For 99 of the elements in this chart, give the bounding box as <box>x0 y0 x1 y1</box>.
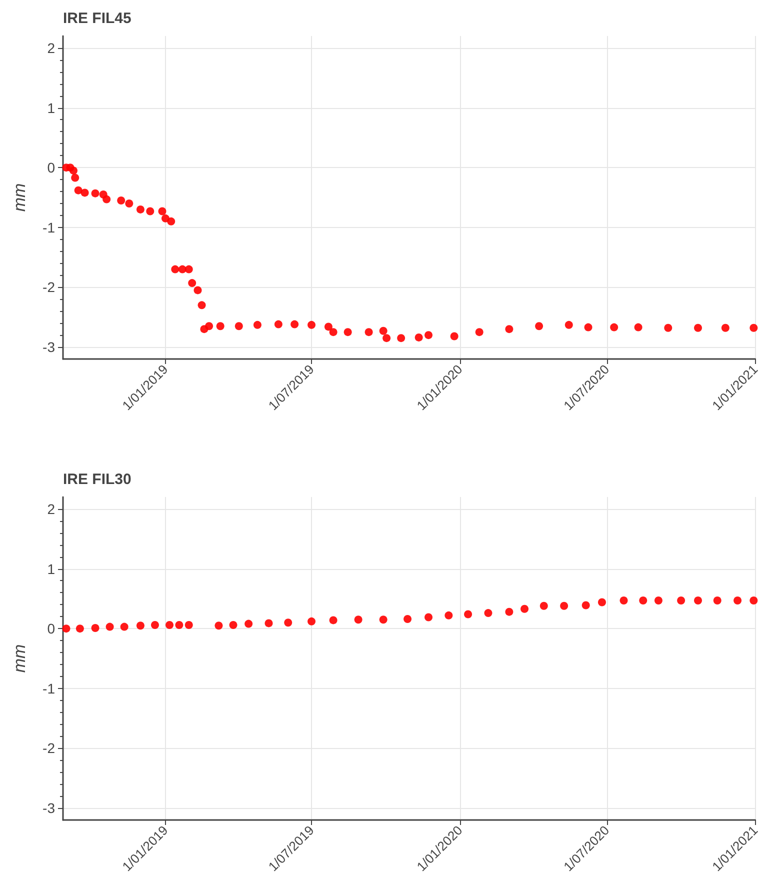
point <box>175 621 184 629</box>
y-tick-label: 1 <box>47 100 56 116</box>
point <box>450 332 458 340</box>
point <box>166 621 174 629</box>
point <box>484 609 492 618</box>
point <box>102 195 111 204</box>
point <box>713 596 722 604</box>
point <box>62 624 70 633</box>
point <box>620 596 628 604</box>
y-tick-label: 0 <box>47 620 56 637</box>
point <box>290 320 299 328</box>
point <box>120 622 128 631</box>
point <box>308 617 316 626</box>
point <box>274 320 282 328</box>
point <box>76 624 84 633</box>
point <box>634 323 642 332</box>
point <box>184 265 193 274</box>
point <box>216 322 224 330</box>
point <box>158 207 166 216</box>
point <box>379 326 388 335</box>
point <box>194 286 202 294</box>
y-tick-label: -1 <box>42 219 56 236</box>
point <box>150 621 159 629</box>
point <box>136 205 144 214</box>
point <box>69 166 78 175</box>
y-axis-title: mm <box>10 644 29 673</box>
y-tick-label: 2 <box>47 500 56 517</box>
point <box>475 328 484 336</box>
point <box>214 622 223 630</box>
point <box>324 322 332 331</box>
point <box>308 320 316 329</box>
point <box>664 324 672 332</box>
point <box>244 620 253 628</box>
point <box>520 604 529 613</box>
point <box>397 334 406 342</box>
point <box>598 598 606 606</box>
y-axis-title: mm <box>10 183 29 212</box>
point <box>354 616 362 624</box>
point <box>364 328 373 336</box>
point <box>560 602 568 610</box>
point <box>677 596 686 604</box>
chart-title: IRE FIL45 <box>63 10 132 27</box>
point <box>167 217 176 226</box>
point <box>379 616 388 624</box>
point <box>750 596 758 604</box>
point <box>198 301 206 310</box>
point <box>610 323 618 332</box>
y-tick-label: -2 <box>42 740 56 756</box>
point <box>654 596 662 604</box>
point <box>424 331 433 340</box>
point <box>505 608 514 616</box>
y-tick-label: -2 <box>42 279 56 296</box>
point <box>582 601 590 610</box>
point <box>444 611 453 620</box>
point <box>344 328 352 336</box>
point <box>91 624 100 632</box>
point <box>205 322 214 330</box>
point <box>284 618 292 627</box>
point <box>750 324 758 332</box>
point <box>464 610 472 618</box>
point <box>136 622 144 630</box>
point <box>414 333 423 342</box>
point <box>125 199 134 208</box>
point <box>540 602 548 610</box>
point <box>584 323 592 332</box>
point <box>188 279 196 288</box>
point <box>146 207 154 216</box>
point <box>329 328 338 336</box>
point <box>264 619 273 628</box>
y-tick-label: -3 <box>42 339 56 356</box>
y-tick-label: -1 <box>42 680 56 696</box>
point <box>694 596 702 604</box>
point <box>404 615 412 624</box>
y-tick-label: 0 <box>47 160 56 176</box>
point <box>329 616 338 624</box>
point <box>424 613 433 622</box>
point <box>184 621 193 629</box>
point <box>71 174 80 182</box>
y-tick-label: 1 <box>47 560 56 577</box>
point <box>253 320 262 329</box>
y-tick-label: -3 <box>42 800 56 816</box>
point <box>639 596 648 604</box>
point <box>80 188 89 197</box>
point <box>91 189 100 198</box>
chart-title: IRE FIL30 <box>63 471 132 488</box>
point <box>229 621 238 629</box>
point <box>734 596 742 604</box>
point <box>74 186 82 194</box>
y-tick-label: 2 <box>47 40 56 56</box>
point <box>106 622 114 631</box>
point <box>234 322 243 330</box>
point <box>694 324 702 332</box>
point <box>382 334 391 342</box>
point <box>535 322 544 330</box>
point <box>505 325 514 334</box>
point <box>721 324 730 332</box>
point <box>117 196 126 204</box>
point <box>171 265 180 274</box>
point <box>564 320 573 329</box>
